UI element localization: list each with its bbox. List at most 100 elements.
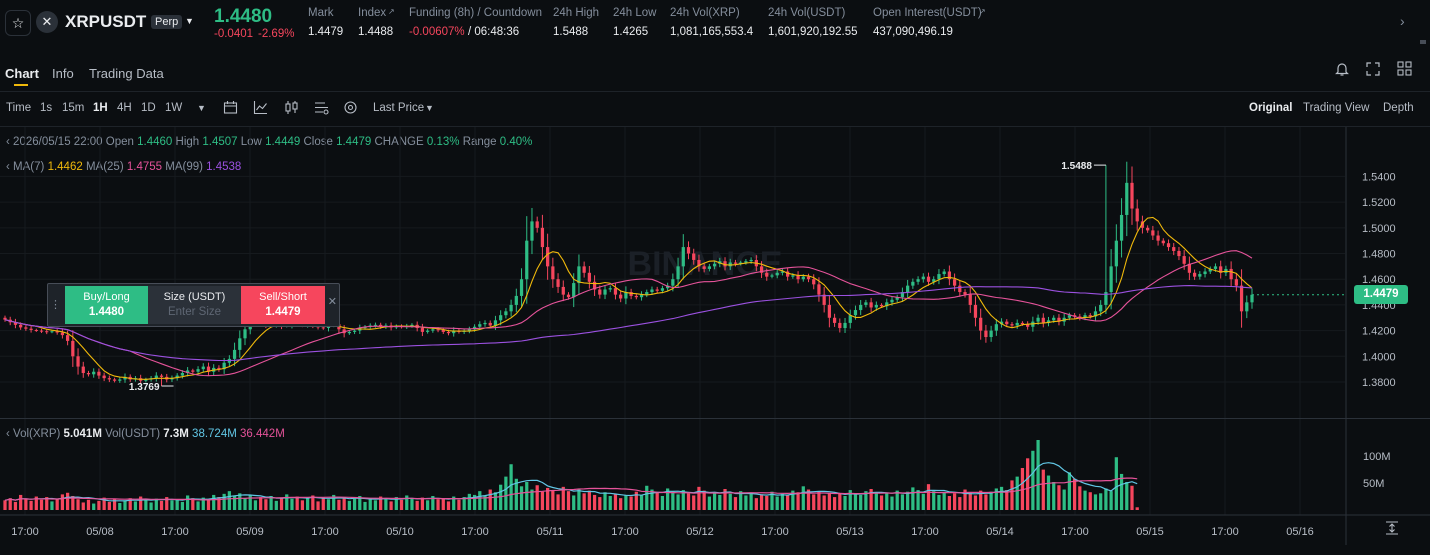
contract-type-badge[interactable]: Perp: [151, 15, 183, 29]
volume-bar: [92, 503, 96, 510]
layout-grid-icon[interactable]: [1397, 61, 1412, 79]
vol-ma2-value: 36.442M: [240, 428, 285, 440]
tab-trading-data[interactable]: Trading Data: [89, 66, 164, 81]
candle: [608, 288, 612, 290]
fullscreen-icon[interactable]: [1366, 62, 1380, 79]
candle: [838, 322, 842, 329]
collapse-icon[interactable]: ‹: [6, 428, 10, 440]
candle: [984, 330, 988, 338]
view-depth[interactable]: Depth: [1383, 102, 1414, 114]
volume-bar: [566, 491, 571, 510]
volume-bar: [139, 496, 143, 510]
interval-dropdown-icon[interactable]: ▼: [197, 103, 206, 113]
candle: [906, 285, 910, 293]
volume-bar: [1010, 480, 1014, 510]
price-axis-label: 1.4000: [1362, 351, 1396, 363]
volume-bar: [410, 498, 414, 510]
indicators-icon[interactable]: [314, 100, 329, 118]
volume-bar: [165, 497, 169, 510]
candle: [446, 331, 451, 334]
drag-handle-icon[interactable]: ⋮: [50, 299, 61, 311]
stat-index-label[interactable]: Index: [358, 7, 387, 19]
candle: [1109, 266, 1113, 293]
volume-bar: [629, 496, 633, 510]
auto-scale-icon[interactable]: [1385, 521, 1399, 538]
close-icon[interactable]: ✕: [327, 296, 337, 308]
buy-long-button[interactable]: Buy/Long 1.4480: [65, 286, 148, 324]
candle: [598, 289, 602, 295]
volume-bar: [619, 498, 623, 510]
volume-bar: [227, 491, 231, 510]
interval-1w[interactable]: 1W: [165, 102, 183, 114]
external-link-icon[interactable]: ↗: [388, 7, 395, 16]
alert-bell-icon[interactable]: [1335, 61, 1349, 80]
volume-bar: [812, 494, 816, 510]
chevron-right-icon[interactable]: ›: [1400, 13, 1405, 29]
price-type-select[interactable]: Last Price: [373, 102, 425, 114]
candle: [932, 279, 936, 282]
volume-bar: [660, 496, 665, 510]
candle: [879, 304, 884, 307]
candle: [3, 317, 7, 320]
candle: [853, 310, 858, 316]
favorite-star-icon[interactable]: ☆: [5, 10, 31, 36]
view-trading-view[interactable]: Trading View: [1303, 102, 1370, 114]
candle: [712, 263, 717, 267]
volume-bar: [702, 490, 706, 510]
volume-bar: [744, 495, 748, 510]
volume-bar: [634, 491, 638, 510]
high-marker-label: 1.5488: [1061, 161, 1092, 172]
volume-bar: [676, 494, 680, 510]
volume-bar: [686, 493, 691, 510]
candle: [1187, 263, 1192, 273]
volume-bar: [321, 497, 325, 510]
interval-time[interactable]: Time: [6, 102, 32, 114]
last-price: 1.4480: [214, 6, 273, 27]
interval-1h[interactable]: 1H: [93, 102, 108, 114]
volume-bar: [853, 493, 858, 510]
stat-open-interest-label[interactable]: Open Interest(USDT): [873, 7, 982, 19]
candle: [952, 279, 957, 286]
size-input[interactable]: Enter Size: [167, 306, 222, 318]
price-chart[interactable]: BINANCE 1.54001.52001.50001.48001.46001.…: [0, 127, 1430, 555]
collapse-icon[interactable]: ‹: [6, 161, 10, 173]
candle: [1125, 182, 1129, 215]
close-icon[interactable]: ✕: [36, 11, 58, 33]
volume-bar: [556, 494, 560, 510]
line-chart-icon[interactable]: [253, 100, 268, 118]
candle: [759, 266, 764, 273]
sell-short-button[interactable]: Sell/Short 1.4479: [241, 286, 325, 324]
price-type-dropdown-icon[interactable]: ▼: [425, 103, 434, 113]
volume-bar: [754, 498, 758, 510]
candlestick-icon[interactable]: [284, 100, 299, 118]
volume-bar: [979, 490, 983, 510]
volume-bar: [759, 494, 764, 510]
volume-bar: [34, 496, 38, 510]
time-axis-label: 05/13: [836, 526, 864, 538]
volume-bar: [1052, 482, 1056, 510]
volume-bar: [1099, 493, 1103, 510]
ma7-line: [4, 216, 1253, 380]
interval-1d[interactable]: 1D: [141, 102, 156, 114]
interval-1s[interactable]: 1s: [40, 102, 53, 114]
volume-bar: [112, 499, 117, 510]
size-input-box[interactable]: Size (USDT) Enter Size: [148, 286, 241, 324]
volume-bar: [269, 496, 273, 510]
interval-4h[interactable]: 4H: [117, 102, 132, 114]
collapse-icon[interactable]: ‹: [6, 136, 10, 148]
view-original[interactable]: Original: [1249, 102, 1293, 114]
chevron-down-icon[interactable]: ▼: [185, 16, 194, 26]
interval-15m[interactable]: 15m: [62, 102, 85, 114]
candle: [900, 292, 905, 298]
symbol-name[interactable]: XRPUSDT: [65, 12, 147, 31]
external-link-icon[interactable]: ↗: [979, 7, 986, 16]
candle: [624, 292, 628, 299]
volume-ma2-line: [4, 477, 1138, 501]
calendar-icon[interactable]: [223, 100, 238, 118]
tab-info[interactable]: Info: [52, 66, 74, 81]
volume-bar: [206, 499, 211, 510]
candle: [1208, 268, 1212, 272]
settings-icon[interactable]: [343, 100, 358, 118]
tab-chart[interactable]: Chart: [5, 66, 39, 81]
time-axis-label: 17:00: [1061, 526, 1089, 538]
